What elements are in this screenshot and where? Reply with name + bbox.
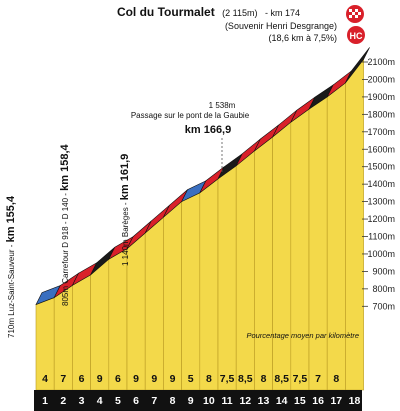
profile-segment [290, 108, 310, 391]
profile-segment [144, 216, 164, 391]
km-label-layer: 1 2 3 4 5 6 7 8 9 10 11 12 13 14 15 16 17 18 [42, 395, 360, 407]
gradient-label: 4 [42, 373, 48, 385]
elevation-tick-label: 1900m [367, 92, 395, 102]
elevation-tick-label: 1500m [367, 162, 395, 172]
profile-segment [199, 178, 219, 391]
km-label: 10 [203, 395, 215, 407]
km-label: 6 [133, 395, 139, 407]
climb-stats-label: (18,6 km à 7,5%) [268, 33, 337, 43]
profile-band-layer [35, 47, 370, 306]
summit-km: - km 174 [265, 8, 300, 18]
gaubie-alt: 1 538m [209, 101, 236, 110]
km-label: 14 [276, 395, 288, 407]
gaubie-name: Passage sur le pont de la Gaubie [131, 111, 250, 120]
profile-band-segment [345, 47, 370, 84]
km-label: 12 [239, 395, 251, 407]
elevation-tick-label: 700m [372, 301, 395, 311]
elevation-tick-label: 1700m [367, 127, 395, 137]
gradient-label: 8 [261, 373, 267, 385]
elevation-tick-label: 1000m [367, 249, 395, 259]
gradient-label: 7 [315, 373, 321, 385]
profile-segment [163, 200, 182, 391]
elevation-tick-label: 1300m [367, 197, 395, 207]
km-label: 1 [42, 395, 48, 407]
profile-segment [254, 136, 273, 391]
gradient-label: 9 [151, 373, 157, 385]
summit-alt: (2 115m) [222, 8, 257, 18]
gradient-label: 5 [188, 373, 194, 385]
km-label: 5 [115, 395, 121, 407]
km-label: 2 [60, 395, 66, 407]
gradient-label: 8 [333, 373, 339, 385]
elevation-tick-label: 900m [372, 266, 395, 276]
bareges-km: km 161,9 [119, 154, 131, 200]
gradient-label: 8,5 [274, 373, 289, 385]
ground-bar [34, 390, 362, 411]
finish-flag-icon [346, 5, 364, 23]
gradient-label: 6 [115, 373, 121, 385]
ground-strip [34, 390, 362, 411]
km-label: 7 [151, 395, 157, 407]
gradient-label: 7 [60, 373, 66, 385]
gradient-label: 9 [133, 373, 139, 385]
elevation-tick-label: 1200m [367, 214, 395, 224]
profile-segment [108, 248, 128, 391]
gradient-label: 9 [97, 373, 103, 385]
profile-segment [345, 58, 364, 391]
gradient-label: 9 [170, 373, 176, 385]
profile-segment [235, 150, 255, 391]
km-label: 8 [170, 395, 176, 407]
gaubie-km: km 166,9 [185, 124, 231, 136]
km-label: 17 [330, 395, 342, 407]
km-label: 9 [188, 395, 194, 407]
gradient-label: 6 [79, 373, 85, 385]
carrefour-annotation: 805m Carrefour D 918 - D 140 - km 158,4 [59, 143, 71, 306]
elevation-tick-label: 2000m [367, 74, 395, 84]
carrefour-prefix: 805m Carrefour D 918 - D 140 - [61, 191, 70, 306]
elevation-tick-label: 800m [372, 284, 395, 294]
category-badge: HC [347, 26, 365, 44]
gradient-label-layer: 4 7 6 9 6 9 9 9 5 8 7,5 8,5 8 8,5 7,5 7 8 [42, 373, 339, 385]
profile-segment [90, 258, 110, 391]
gradient-label: 8,5 [238, 373, 253, 385]
profile-area-layer [35, 58, 364, 391]
km-label: 11 [222, 395, 233, 407]
bareges-prefix: 1 140m Barèges - [121, 200, 130, 266]
profile-segment [181, 192, 201, 391]
elevation-tick-label: 1800m [367, 109, 395, 119]
profile-segment [217, 165, 237, 391]
km-label: 13 [258, 395, 270, 407]
summit-name: Col du Tourmalet [117, 5, 215, 19]
elevation-tick-label: 1400m [367, 179, 395, 189]
category-badge-label: HC [350, 31, 363, 41]
elevation-tick-label: 1600m [367, 144, 395, 154]
gradient-label: 8 [206, 373, 212, 385]
luz-annotation: 710m Luz-Saint-Sauveur - km 155,4 [5, 195, 17, 338]
carrefour-km: km 158,4 [59, 143, 71, 190]
profile-segment [326, 82, 346, 391]
elevation-tick-label: 1100m [368, 232, 395, 242]
luz-km: km 155,4 [5, 195, 17, 242]
elevation-tick-label: 2100m [367, 57, 395, 67]
km-label: 3 [79, 395, 85, 407]
average-note: Pourcentage moyen par kilomètre [246, 331, 359, 340]
km-label: 18 [349, 395, 361, 407]
profile-segment [272, 121, 292, 391]
luz-prefix: 710m Luz-Saint-Sauveur - [7, 242, 16, 338]
profile-segment [308, 96, 328, 391]
elevation-axis: 700m 800m 900m 1000m 1100m 1200m 1300m 1400m 150… [362, 57, 395, 311]
km-label: 4 [97, 395, 103, 407]
gradient-label: 7,5 [220, 373, 235, 385]
km-label: 16 [312, 395, 324, 407]
bareges-annotation: 1 140m Barèges - km 161,9 [119, 154, 131, 266]
gradient-label: 7,5 [293, 373, 308, 385]
souvenir-label: (Souvenir Henri Desgrange) [225, 21, 337, 31]
summit-title-line: Col du Tourmalet (2 115m) - km 174 [117, 3, 300, 20]
km-label: 15 [294, 395, 306, 407]
